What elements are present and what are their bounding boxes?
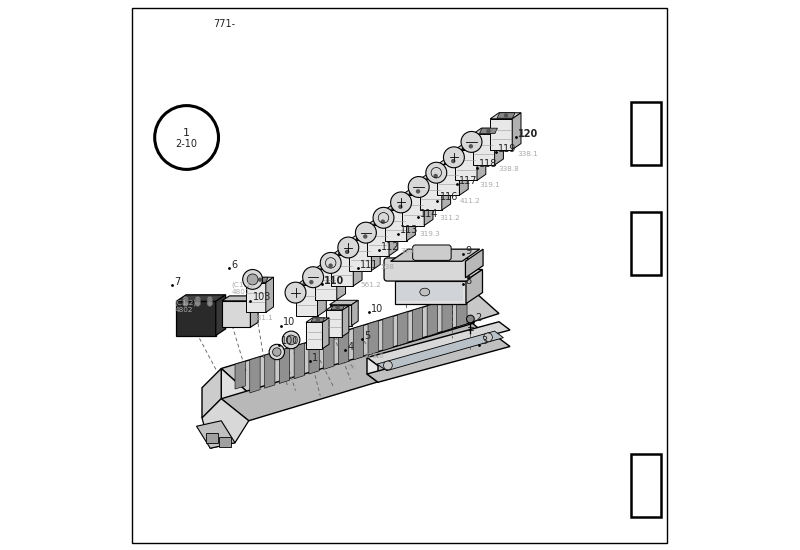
Circle shape <box>302 267 323 288</box>
Text: 10: 10 <box>283 317 296 327</box>
Text: 51: 51 <box>347 364 357 370</box>
Polygon shape <box>302 279 320 285</box>
Circle shape <box>285 282 306 303</box>
Polygon shape <box>295 285 318 316</box>
Circle shape <box>416 189 420 194</box>
Polygon shape <box>342 306 349 337</box>
Text: 103: 103 <box>253 293 271 303</box>
Polygon shape <box>318 279 326 316</box>
Polygon shape <box>444 158 462 164</box>
Circle shape <box>282 331 300 349</box>
Polygon shape <box>371 234 380 271</box>
Bar <box>631 212 662 275</box>
Text: 1: 1 <box>312 353 318 363</box>
Polygon shape <box>309 339 319 374</box>
Text: 5: 5 <box>364 331 370 341</box>
Polygon shape <box>294 343 305 379</box>
Polygon shape <box>338 249 356 255</box>
Text: 538: 538 <box>381 264 394 270</box>
Polygon shape <box>176 301 216 336</box>
Circle shape <box>207 296 213 302</box>
Circle shape <box>486 129 490 133</box>
Text: 323.6: 323.6 <box>364 353 385 359</box>
Text: 411.2: 411.2 <box>459 198 480 204</box>
Polygon shape <box>426 173 445 179</box>
Polygon shape <box>235 361 246 389</box>
Circle shape <box>345 250 350 254</box>
Polygon shape <box>394 280 466 304</box>
Polygon shape <box>427 302 438 337</box>
Text: 9: 9 <box>465 246 471 256</box>
Circle shape <box>426 162 446 183</box>
Circle shape <box>398 205 402 209</box>
Text: 561.2: 561.2 <box>360 282 381 288</box>
Circle shape <box>466 315 474 323</box>
Circle shape <box>335 306 340 310</box>
Polygon shape <box>324 334 334 370</box>
Polygon shape <box>374 219 392 224</box>
Text: 118: 118 <box>479 160 498 169</box>
Polygon shape <box>314 269 337 300</box>
Polygon shape <box>473 128 503 134</box>
Polygon shape <box>202 399 249 448</box>
Text: 114: 114 <box>420 209 438 219</box>
Text: 100: 100 <box>282 337 299 346</box>
Polygon shape <box>222 301 250 327</box>
Text: 112: 112 <box>381 242 399 252</box>
Polygon shape <box>455 150 477 180</box>
Circle shape <box>451 159 455 163</box>
Polygon shape <box>197 421 235 448</box>
Bar <box>206 433 218 443</box>
Polygon shape <box>350 234 380 240</box>
Polygon shape <box>466 249 483 278</box>
Ellipse shape <box>420 288 430 296</box>
Circle shape <box>443 147 464 168</box>
Text: (C1.1)
4801: (C1.1) 4801 <box>231 282 254 295</box>
Text: 3: 3 <box>482 337 487 346</box>
Polygon shape <box>442 173 450 210</box>
Circle shape <box>483 333 492 342</box>
Text: 338.8: 338.8 <box>498 166 518 172</box>
Polygon shape <box>462 144 480 149</box>
Polygon shape <box>438 164 459 195</box>
Circle shape <box>183 296 188 302</box>
Circle shape <box>434 174 438 178</box>
Polygon shape <box>494 128 503 165</box>
Text: 6: 6 <box>231 260 238 270</box>
Circle shape <box>320 252 341 273</box>
Polygon shape <box>250 296 258 327</box>
Polygon shape <box>457 294 467 327</box>
Polygon shape <box>367 219 398 225</box>
Polygon shape <box>389 219 398 256</box>
Text: 2-10: 2-10 <box>176 139 198 149</box>
Text: 119: 119 <box>498 144 516 154</box>
Text: 311.2: 311.2 <box>440 214 460 221</box>
Circle shape <box>207 301 213 306</box>
Polygon shape <box>409 189 427 194</box>
Text: 111: 111 <box>360 260 378 270</box>
Bar <box>631 454 662 517</box>
Bar <box>218 437 230 447</box>
Text: 319.3: 319.3 <box>420 231 441 237</box>
Circle shape <box>469 144 473 148</box>
Polygon shape <box>306 318 329 322</box>
Circle shape <box>309 280 314 284</box>
Polygon shape <box>331 255 354 286</box>
Text: 10: 10 <box>371 304 384 313</box>
Circle shape <box>195 301 201 306</box>
Polygon shape <box>490 113 521 119</box>
Text: 381.1: 381.1 <box>253 315 274 321</box>
Polygon shape <box>377 331 503 371</box>
Polygon shape <box>322 263 340 268</box>
Polygon shape <box>326 306 349 310</box>
Polygon shape <box>383 316 393 350</box>
Polygon shape <box>394 270 482 280</box>
Polygon shape <box>442 298 452 332</box>
Circle shape <box>390 192 411 213</box>
Polygon shape <box>331 249 362 255</box>
Circle shape <box>258 278 262 282</box>
Text: 1: 1 <box>183 128 190 138</box>
Polygon shape <box>420 173 450 179</box>
Polygon shape <box>216 295 226 336</box>
Polygon shape <box>326 310 342 337</box>
